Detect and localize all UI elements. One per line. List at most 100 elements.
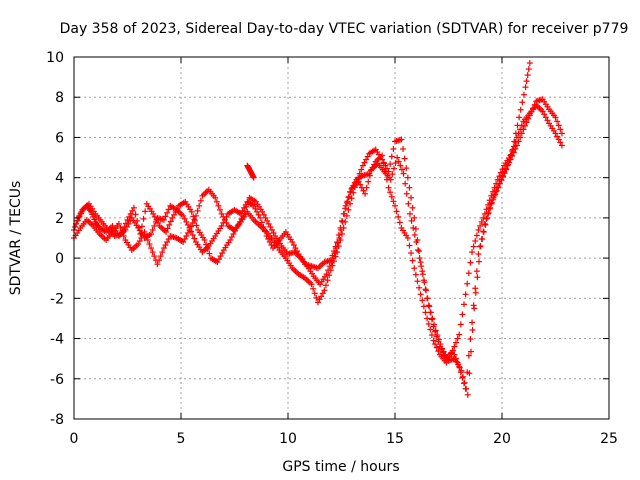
data-point	[484, 214, 491, 221]
data-point-interp	[164, 209, 171, 216]
data-point-interp	[408, 217, 415, 224]
data-point-interp	[435, 336, 442, 343]
data-point	[398, 136, 405, 143]
data-point-interp	[194, 207, 201, 214]
data-point	[404, 174, 411, 181]
data-point-interp	[334, 240, 341, 247]
data-point-interp	[411, 231, 418, 238]
y-tick-label: 8	[55, 90, 64, 106]
data-point-interp	[146, 241, 153, 248]
data-point-interp	[423, 287, 430, 294]
data-point	[160, 216, 167, 223]
data-point-interp	[408, 194, 415, 201]
data-point-interp	[427, 309, 434, 316]
data-point-interp	[493, 187, 500, 194]
data-point-interp	[395, 213, 402, 220]
data-point-interp	[144, 237, 151, 244]
data-point	[154, 261, 161, 268]
data-point-interp	[223, 219, 230, 226]
data-point-interp	[388, 193, 395, 200]
data-point-interp	[243, 203, 250, 210]
data-point-interp	[453, 358, 460, 365]
data-point-interp	[121, 223, 128, 230]
data-point	[141, 228, 148, 235]
data-point-interp	[525, 66, 532, 73]
data-point	[387, 176, 394, 183]
data-point-interp	[215, 256, 222, 263]
data-point-interp	[472, 238, 479, 245]
data-point-interp	[219, 250, 226, 257]
data-point-interp	[402, 180, 409, 187]
data-point-interp	[393, 208, 400, 215]
data-point-interp	[191, 217, 198, 224]
data-point	[458, 367, 465, 374]
data-point	[212, 194, 219, 201]
data-point	[424, 315, 431, 322]
data-point	[469, 249, 476, 256]
data-point-interp	[337, 226, 344, 233]
y-axis-label: SDTVAR / TECUs	[8, 181, 24, 296]
data-point-interp	[154, 219, 161, 226]
data-point-interp	[420, 303, 427, 310]
data-point-interp	[452, 339, 459, 346]
data-point-interp	[440, 348, 447, 355]
data-point-interp	[523, 78, 530, 85]
data-point-interp	[514, 122, 521, 129]
data-point-interp	[149, 226, 156, 233]
data-point-interp	[467, 336, 474, 343]
data-point-interp	[363, 156, 370, 163]
data-point-interp	[461, 301, 468, 308]
data-point-interp	[143, 232, 150, 239]
data-point-interp	[409, 204, 416, 211]
data-point-interp	[400, 146, 407, 153]
data-point-interp	[162, 242, 169, 249]
data-point	[359, 162, 366, 169]
data-point-interp	[425, 320, 432, 327]
data-point-interp	[357, 181, 364, 188]
data-point-interp	[221, 216, 228, 223]
data-point-interp	[162, 213, 169, 220]
data-point-interp	[410, 224, 417, 231]
data-point	[456, 331, 463, 338]
data-point-interp	[437, 341, 444, 348]
data-point	[475, 226, 482, 233]
data-point-interp	[142, 208, 149, 215]
data-point	[214, 259, 221, 266]
data-point	[411, 214, 418, 221]
data-point-interp	[331, 258, 338, 265]
data-points	[71, 60, 565, 398]
data-point-interp	[519, 99, 526, 106]
data-point-interp	[508, 151, 515, 158]
data-point-interp	[478, 218, 485, 225]
data-point	[513, 142, 520, 149]
data-point-interp	[252, 205, 259, 212]
data-point-interp	[213, 198, 220, 205]
data-point	[233, 224, 240, 231]
data-point-interp	[456, 364, 463, 371]
data-point	[558, 130, 565, 137]
data-point-interp	[403, 165, 410, 172]
data-point-interp	[506, 156, 513, 163]
data-point-interp	[135, 224, 142, 231]
data-point-interp	[151, 222, 158, 229]
data-point-interp	[344, 198, 351, 205]
data-point-interp	[457, 321, 464, 328]
data-point-interp	[326, 263, 333, 270]
data-point-interp	[331, 250, 338, 257]
data-point-interp	[451, 343, 458, 350]
data-point-interp	[217, 253, 224, 260]
data-point-interp	[485, 209, 492, 216]
data-point-interp	[416, 248, 423, 255]
data-point-interp	[260, 211, 267, 218]
data-point-interp	[134, 217, 141, 224]
data-point-interp	[395, 158, 402, 165]
data-point	[426, 303, 433, 310]
data-point-interp	[138, 223, 145, 230]
data-point-interp	[341, 210, 348, 217]
chart-title: Day 358 of 2023, Sidereal Day-to-day VTE…	[60, 21, 629, 37]
data-point-interp	[485, 201, 492, 208]
data-point-interp	[387, 189, 394, 196]
data-point	[552, 114, 559, 121]
data-point-interp	[228, 233, 235, 240]
